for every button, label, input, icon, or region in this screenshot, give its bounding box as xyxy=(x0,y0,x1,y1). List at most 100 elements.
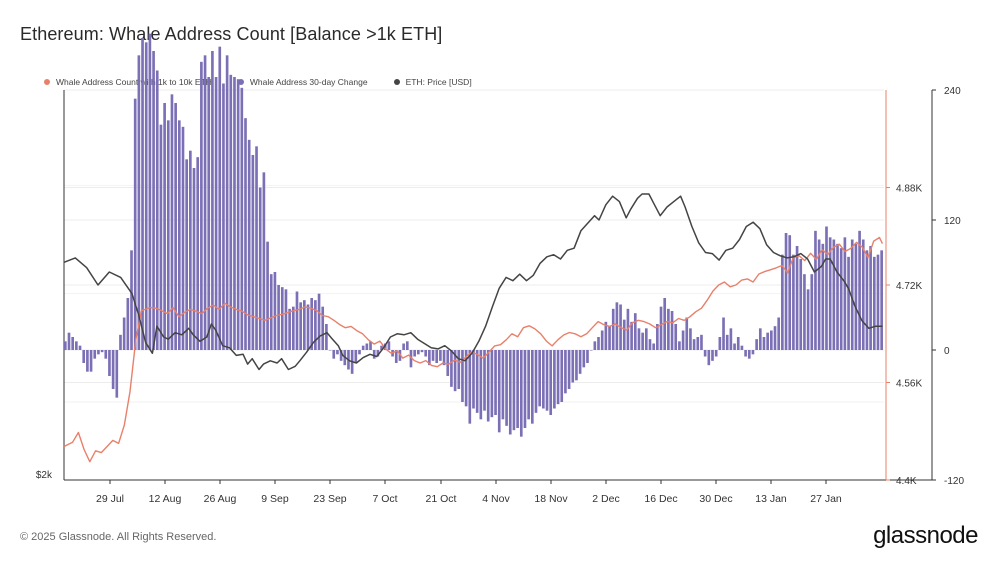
change-bar xyxy=(530,350,534,424)
legend-item-count[interactable]: Whale Address Count with 1k to 10k ETH xyxy=(44,77,212,87)
change-bar xyxy=(284,289,288,350)
change-bar xyxy=(64,341,67,350)
change-bar xyxy=(244,118,247,351)
legend-item-price[interactable]: ETH: Price [USD] xyxy=(393,77,472,87)
change-bar xyxy=(251,155,255,350)
change-bar xyxy=(413,350,416,357)
change-bar xyxy=(211,51,214,350)
change-bar xyxy=(240,87,244,350)
change-bar xyxy=(810,274,814,350)
change-bar xyxy=(442,350,446,366)
change-bar xyxy=(310,298,314,350)
change-bar xyxy=(424,350,428,357)
change-bar xyxy=(821,243,825,350)
y-tick-label-count: 4.88K xyxy=(896,184,922,195)
x-tick-label: 16 Dec xyxy=(644,493,677,505)
change-bar xyxy=(545,350,549,411)
change-bar xyxy=(486,350,490,422)
legend-dot-count xyxy=(44,79,50,85)
change-bar xyxy=(571,350,575,383)
change-bar xyxy=(383,343,387,350)
change-bar xyxy=(770,330,773,350)
change-bar xyxy=(641,332,644,350)
change-bar xyxy=(170,94,174,350)
legend-label-count: Whale Address Count with 1k to 10k ETH xyxy=(56,77,212,87)
change-bar xyxy=(700,334,703,350)
change-bar xyxy=(104,350,108,359)
change-bar xyxy=(67,332,71,350)
change-bar xyxy=(203,55,207,350)
change-bar xyxy=(174,103,177,350)
y-tick-label-change: 0 xyxy=(944,346,950,357)
change-bar xyxy=(115,350,119,398)
change-bar xyxy=(692,339,696,350)
change-bar xyxy=(141,38,144,350)
change-bar xyxy=(711,350,714,361)
change-bar xyxy=(534,350,538,413)
price-line xyxy=(63,193,883,371)
change-bar xyxy=(843,237,847,350)
change-bar xyxy=(523,350,527,428)
change-bar xyxy=(836,243,839,350)
change-bar xyxy=(553,350,556,409)
x-tick-label: 13 Jan xyxy=(755,493,787,505)
change-bar xyxy=(678,341,681,350)
y-tick-label-count: 4.4K xyxy=(896,476,917,487)
change-bar xyxy=(880,250,883,350)
change-bar xyxy=(152,51,155,350)
change-bar xyxy=(519,350,523,437)
change-bar xyxy=(86,350,89,372)
change-bar xyxy=(604,321,608,350)
change-bar xyxy=(578,350,582,374)
change-bar xyxy=(751,350,755,355)
change-bar xyxy=(336,350,339,355)
legend-item-change[interactable]: Whale Address 30-day Change xyxy=(237,77,368,87)
change-bar xyxy=(299,302,302,350)
change-bar xyxy=(773,326,777,350)
change-bar xyxy=(409,350,413,368)
change-bar xyxy=(189,150,192,350)
change-bar xyxy=(365,343,369,350)
change-bar xyxy=(685,317,689,350)
change-bar xyxy=(439,350,442,361)
change-bar xyxy=(659,306,663,350)
change-bar xyxy=(258,187,262,350)
change-bar xyxy=(718,337,722,350)
change-bar xyxy=(233,77,236,350)
change-bar xyxy=(644,328,648,350)
change-bar xyxy=(166,120,170,350)
change-bar xyxy=(736,337,740,350)
change-bar xyxy=(222,83,225,350)
change-bar xyxy=(806,289,810,350)
change-bar xyxy=(622,319,626,350)
change-bar xyxy=(865,250,869,350)
y-tick-label-count: 4.56K xyxy=(896,379,922,390)
change-bar xyxy=(468,350,472,424)
change-bar xyxy=(755,339,758,350)
x-tick-label: 26 Aug xyxy=(204,493,237,505)
y-tick-label-change: 120 xyxy=(944,216,961,227)
change-bar xyxy=(483,350,486,411)
change-bar xyxy=(122,317,126,350)
change-bar xyxy=(376,350,380,357)
change-bar xyxy=(435,350,439,363)
legend-dot-change xyxy=(237,79,244,85)
change-bar xyxy=(321,306,325,350)
change-bar xyxy=(317,293,321,350)
change-bar xyxy=(490,350,494,418)
change-bar xyxy=(817,239,821,350)
change-bar xyxy=(218,46,222,351)
change-bar xyxy=(589,350,593,351)
x-tick-label: 23 Sep xyxy=(313,493,346,505)
change-bar xyxy=(689,328,692,350)
change-bar xyxy=(325,324,328,350)
change-bar xyxy=(744,350,747,357)
change-bar xyxy=(155,70,159,350)
change-bar xyxy=(196,157,200,350)
change-bar xyxy=(758,328,762,350)
change-bar xyxy=(582,350,586,368)
change-bar xyxy=(207,77,211,350)
change-bar xyxy=(505,350,508,426)
change-bar xyxy=(332,350,336,359)
